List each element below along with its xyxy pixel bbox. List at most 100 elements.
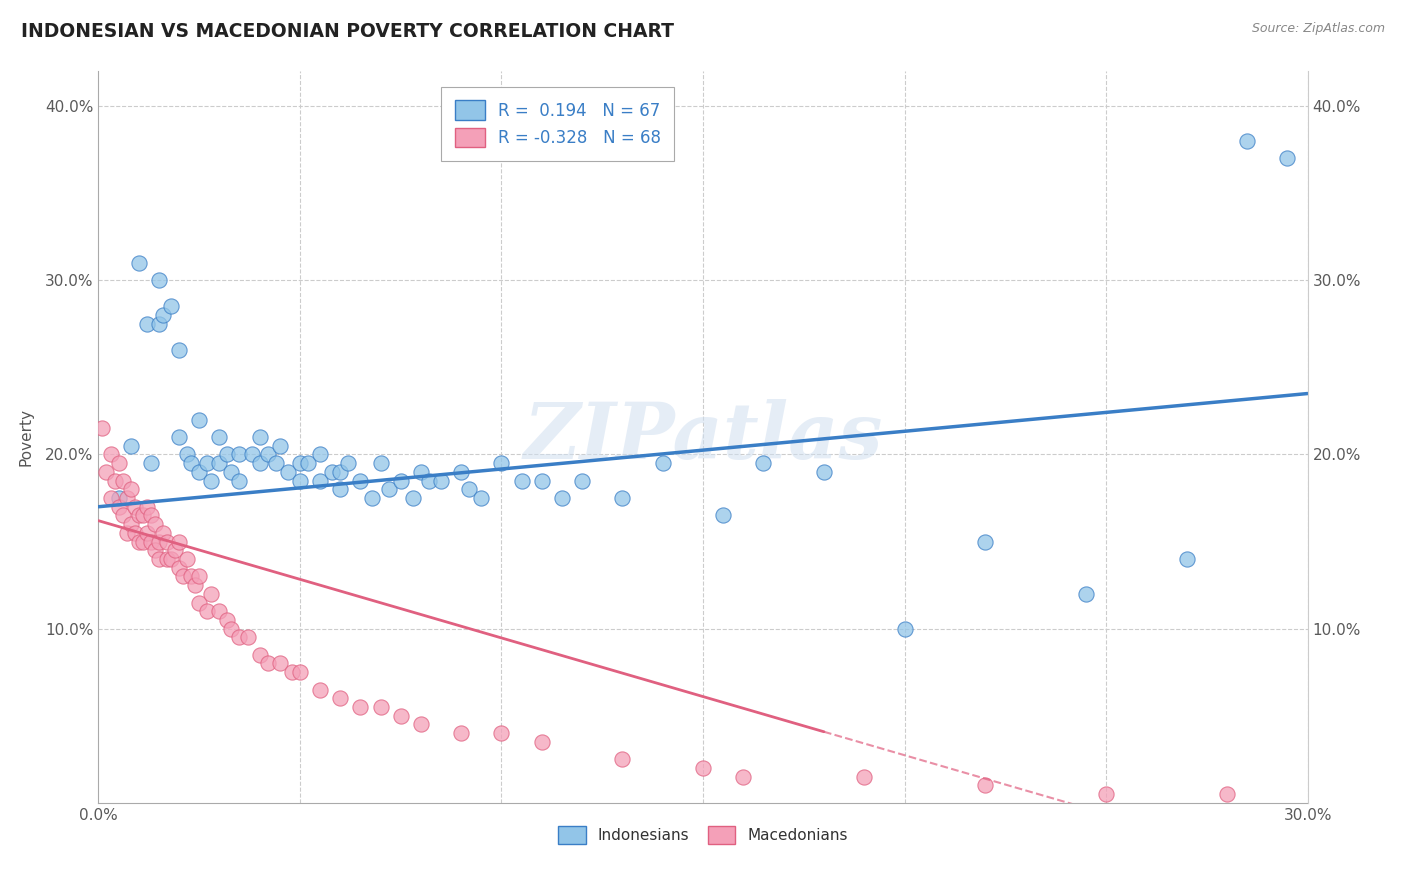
Point [281, 665, 304, 680]
Text: ZIPatlas: ZIPatlas [523, 399, 883, 475]
Point [120, 483, 142, 497]
Point [180, 456, 202, 470]
Point [115, 525, 138, 540]
Point [132, 534, 155, 549]
Point [148, 552, 170, 566]
Point [1216, 787, 1239, 801]
Point [111, 508, 134, 523]
Point [100, 448, 122, 462]
Point [256, 657, 278, 671]
Point [124, 525, 146, 540]
Point [733, 770, 755, 784]
Point [1277, 152, 1299, 166]
Point [167, 343, 190, 357]
Point [152, 308, 174, 322]
Point [370, 700, 392, 714]
Y-axis label: Poverty: Poverty [18, 408, 34, 467]
Point [510, 474, 533, 488]
Point [200, 587, 222, 601]
Point [160, 552, 183, 566]
Point [156, 552, 179, 566]
Point [389, 708, 412, 723]
Point [571, 474, 593, 488]
Point [288, 665, 311, 680]
Point [370, 456, 392, 470]
Point [309, 448, 332, 462]
Point [297, 456, 319, 470]
Point [491, 456, 513, 470]
Point [176, 552, 198, 566]
Point [128, 256, 150, 270]
Point [974, 778, 997, 792]
Point [269, 657, 291, 671]
Point [148, 534, 170, 549]
Point [188, 595, 211, 609]
Point [172, 569, 194, 583]
Point [195, 604, 218, 618]
Point [163, 543, 186, 558]
Point [135, 500, 157, 514]
Point [430, 474, 453, 488]
Point [152, 525, 174, 540]
Text: Source: ZipAtlas.com: Source: ZipAtlas.com [1251, 22, 1385, 36]
Point [409, 465, 432, 479]
Point [91, 421, 114, 435]
Point [139, 508, 162, 523]
Point [143, 543, 166, 558]
Point [491, 726, 513, 740]
Point [389, 474, 412, 488]
Point [176, 448, 198, 462]
Point [1074, 587, 1097, 601]
Point [309, 474, 332, 488]
Point [612, 752, 634, 766]
Point [208, 456, 231, 470]
Point [167, 534, 190, 549]
Point [256, 448, 278, 462]
Point [1236, 134, 1258, 148]
Point [132, 508, 155, 523]
Point [377, 483, 399, 497]
Point [530, 474, 553, 488]
Point [329, 691, 352, 706]
Point [692, 761, 714, 775]
Point [269, 439, 291, 453]
Point [349, 474, 371, 488]
Point [470, 491, 492, 505]
Point [128, 508, 150, 523]
Point [612, 491, 634, 505]
Point [115, 491, 138, 505]
Text: INDONESIAN VS MACEDONIAN POVERTY CORRELATION CHART: INDONESIAN VS MACEDONIAN POVERTY CORRELA… [21, 22, 673, 41]
Point [208, 604, 231, 618]
Point [1175, 552, 1198, 566]
Point [458, 483, 481, 497]
Point [107, 500, 129, 514]
Point [450, 726, 472, 740]
Point [217, 448, 239, 462]
Point [148, 317, 170, 331]
Point [264, 456, 287, 470]
Point [107, 491, 129, 505]
Point [409, 717, 432, 731]
Point [200, 474, 222, 488]
Point [217, 613, 239, 627]
Point [160, 300, 183, 314]
Point [107, 456, 129, 470]
Point [228, 474, 250, 488]
Point [143, 517, 166, 532]
Point [402, 491, 425, 505]
Point [184, 578, 207, 592]
Point [530, 735, 553, 749]
Point [853, 770, 876, 784]
Point [752, 456, 775, 470]
Point [450, 465, 472, 479]
Point [195, 456, 218, 470]
Point [103, 474, 125, 488]
Point [349, 700, 371, 714]
Point [188, 569, 211, 583]
Point [128, 534, 150, 549]
Legend: R =  0.194   N = 67, R = -0.328   N = 68: R = 0.194 N = 67, R = -0.328 N = 68 [441, 87, 675, 161]
Point [1095, 787, 1118, 801]
Point [240, 448, 263, 462]
Point [135, 317, 157, 331]
Point [111, 474, 134, 488]
